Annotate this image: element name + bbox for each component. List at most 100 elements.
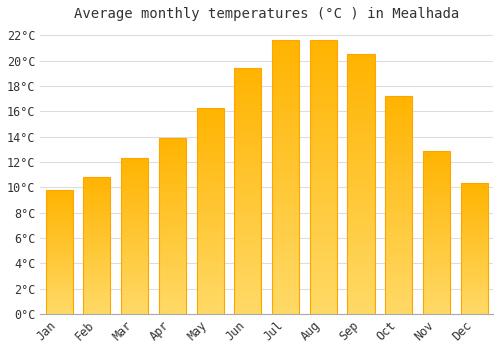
Bar [234,240,262,243]
Bar [423,299,450,301]
Bar [196,201,224,202]
Bar [121,272,148,273]
Bar [121,308,148,309]
Bar [121,234,148,236]
Bar [46,313,73,314]
Bar [196,188,224,190]
Bar [272,122,299,125]
Bar [348,311,374,314]
Bar [460,296,488,297]
Bar [121,261,148,262]
Bar [310,147,337,150]
Bar [310,114,337,117]
Bar [348,262,374,265]
Bar [84,218,110,219]
Bar [84,265,110,266]
Bar [310,210,337,213]
Bar [385,309,412,312]
Bar [310,300,337,303]
Bar [84,210,110,211]
Bar [385,138,412,140]
Bar [196,236,224,238]
Bar [46,212,73,214]
Bar [121,292,148,294]
Bar [460,311,488,313]
Bar [272,216,299,218]
Bar [310,62,337,65]
Bar [348,270,374,272]
Bar [272,163,299,166]
Bar [159,265,186,266]
Bar [385,198,412,201]
Bar [46,227,73,228]
Bar [460,250,488,251]
Bar [272,103,299,106]
Bar [196,151,224,153]
Bar [348,83,374,85]
Bar [310,161,337,163]
Bar [121,304,148,306]
Bar [272,218,299,221]
Bar [121,258,148,259]
Bar [348,65,374,67]
Bar [423,150,450,152]
Bar [196,186,224,188]
Bar [385,107,412,109]
Bar [159,194,186,196]
Bar [272,273,299,275]
Bar [385,164,412,166]
Bar [385,292,412,294]
Bar [159,205,186,206]
Bar [385,294,412,296]
Bar [460,185,488,186]
Bar [84,224,110,225]
Bar [84,219,110,221]
Bar [272,194,299,196]
Bar [423,188,450,190]
Bar [159,268,186,270]
Bar [272,267,299,270]
Bar [234,208,262,211]
Bar [385,233,412,236]
Bar [159,233,186,235]
Bar [385,175,412,177]
Bar [310,144,337,147]
Bar [423,150,450,314]
Bar [348,114,374,117]
Bar [84,222,110,224]
Bar [121,189,148,191]
Bar [460,204,488,206]
Bar [348,202,374,205]
Bar [159,277,186,279]
Bar [385,216,412,218]
Bar [385,290,412,292]
Bar [196,178,224,180]
Bar [385,179,412,181]
Bar [348,293,374,296]
Bar [84,211,110,213]
Bar [423,237,450,239]
Bar [159,287,186,289]
Bar [46,203,73,205]
Bar [121,309,148,311]
Bar [121,197,148,199]
Bar [84,221,110,222]
Bar [84,232,110,233]
Bar [310,90,337,92]
Bar [272,41,299,43]
Bar [385,131,412,133]
Bar [159,259,186,261]
Bar [234,194,262,196]
Bar [46,298,73,299]
Bar [310,177,337,180]
Bar [46,284,73,285]
Bar [196,134,224,136]
Bar [121,228,148,230]
Bar [159,206,186,208]
Bar [196,209,224,211]
Bar [460,228,488,229]
Bar [84,295,110,296]
Bar [385,188,412,190]
Bar [348,85,374,88]
Bar [423,278,450,280]
